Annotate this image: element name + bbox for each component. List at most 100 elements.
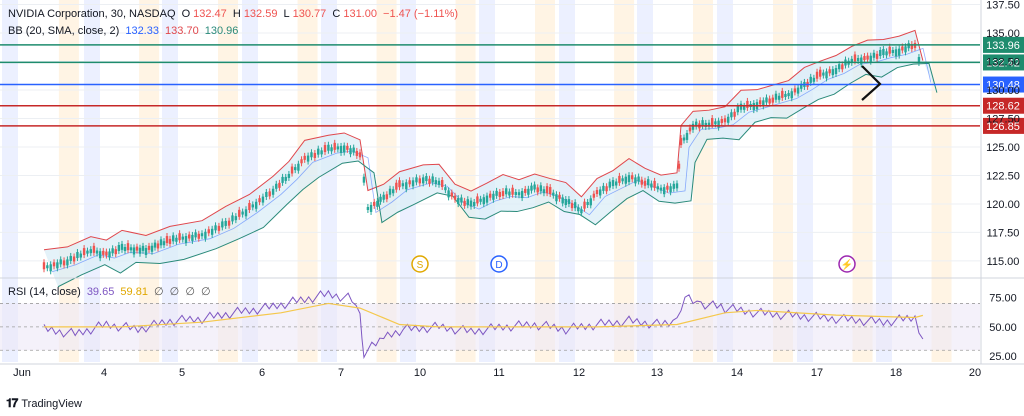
candle-body [248, 203, 251, 210]
candle-body [659, 187, 663, 191]
candle-body [76, 252, 79, 259]
time-axis-label: 13 [651, 367, 663, 379]
candle-body [431, 176, 434, 183]
rsi-axis-label: 25.00 [989, 351, 1017, 363]
candle-body [707, 122, 711, 127]
candle-body [234, 216, 238, 221]
candle-body [355, 150, 359, 156]
candle-body [828, 69, 831, 74]
event-marker [411, 255, 429, 273]
candle-body [224, 220, 227, 226]
candle-body [723, 118, 727, 123]
candle-body [144, 248, 148, 256]
candle-body [92, 245, 96, 253]
candle-body [466, 199, 469, 206]
candle-body [615, 181, 618, 186]
candle-body [102, 250, 105, 255]
candle-body [675, 183, 679, 189]
rsi-ma-line [44, 302, 924, 328]
rsi-extra-value: ∅ [185, 286, 195, 298]
candle-body [303, 155, 306, 160]
candle-body [369, 204, 373, 212]
candle-body [717, 120, 720, 128]
candle-body [463, 200, 466, 206]
candle-body [281, 176, 284, 183]
bb-basis-line [51, 47, 932, 273]
candle-body [907, 43, 910, 49]
candle-body [777, 95, 781, 100]
event-marker [490, 255, 508, 273]
candle-body [834, 68, 838, 74]
candle-body [290, 166, 294, 174]
candle-body [869, 55, 872, 62]
price-axis-label: 125.00 [986, 142, 1020, 154]
candle-body [482, 197, 485, 205]
candle-body [59, 259, 62, 265]
candle-body [428, 178, 431, 184]
candle-body [476, 196, 479, 204]
candle-body [573, 202, 577, 209]
candle-body [114, 249, 117, 255]
candle-body [333, 142, 336, 150]
level-tag [983, 97, 1024, 114]
candle-body [132, 247, 136, 255]
rsi-extra-value: ∅ [200, 286, 211, 298]
candle-body [437, 180, 441, 185]
candle-body [552, 192, 555, 196]
candle-body [300, 159, 303, 164]
bb-upper-value: 133.70 [165, 25, 199, 37]
price-axis-label: 127.50 [986, 113, 1020, 125]
candle-body [650, 183, 653, 188]
candle-body [153, 242, 157, 248]
tradingview-brand[interactable]: 𝟏𝟕 TradingView [6, 396, 82, 411]
candle-body [841, 64, 844, 70]
candle-body [672, 183, 675, 189]
candle-body [917, 57, 921, 64]
candle-body [701, 120, 704, 127]
candle-body [129, 247, 133, 251]
candle-body [447, 190, 450, 198]
time-axis-label: 12 [573, 367, 585, 379]
candle-body [95, 250, 99, 254]
candle-body [343, 145, 346, 153]
candle-body [105, 251, 108, 256]
arrow-annotation-icon [861, 65, 882, 101]
candle-body [495, 190, 498, 196]
candle-body [577, 207, 580, 212]
candle-body [752, 103, 755, 111]
low-label: L [283, 8, 290, 20]
open-label: O [181, 8, 191, 20]
candle-body [891, 49, 895, 53]
candle-body [621, 178, 624, 182]
candle-body [589, 198, 592, 206]
candle-body [79, 253, 82, 258]
candle-body [221, 221, 224, 228]
candle-body [520, 191, 524, 199]
candle-body [120, 243, 124, 250]
candle-body [489, 193, 492, 198]
event-marker-label: S [417, 260, 424, 271]
low-value: 130.77 [292, 8, 327, 20]
candle-body [385, 194, 389, 200]
brand-name: TradingView [21, 397, 82, 410]
candle-body [796, 87, 800, 94]
candle-body [108, 251, 111, 258]
candle-body [391, 189, 395, 194]
high-value: 132.59 [243, 8, 278, 20]
tradingview-logo-icon: 𝟏𝟕 [6, 396, 18, 410]
candle-body [376, 200, 379, 207]
bb-lower-value: 130.96 [204, 25, 239, 37]
candle-body [197, 233, 200, 239]
candle-body [695, 121, 698, 127]
candle-body [885, 51, 888, 56]
candle-body [730, 112, 733, 118]
candle-body [595, 190, 599, 195]
candle-body [141, 245, 145, 251]
candle-body [736, 106, 739, 113]
candle-body [362, 176, 366, 183]
price-axis-label: 135.00 [986, 28, 1020, 40]
candle-body [373, 201, 376, 206]
candle-body [586, 201, 589, 205]
candle-body [126, 243, 130, 251]
